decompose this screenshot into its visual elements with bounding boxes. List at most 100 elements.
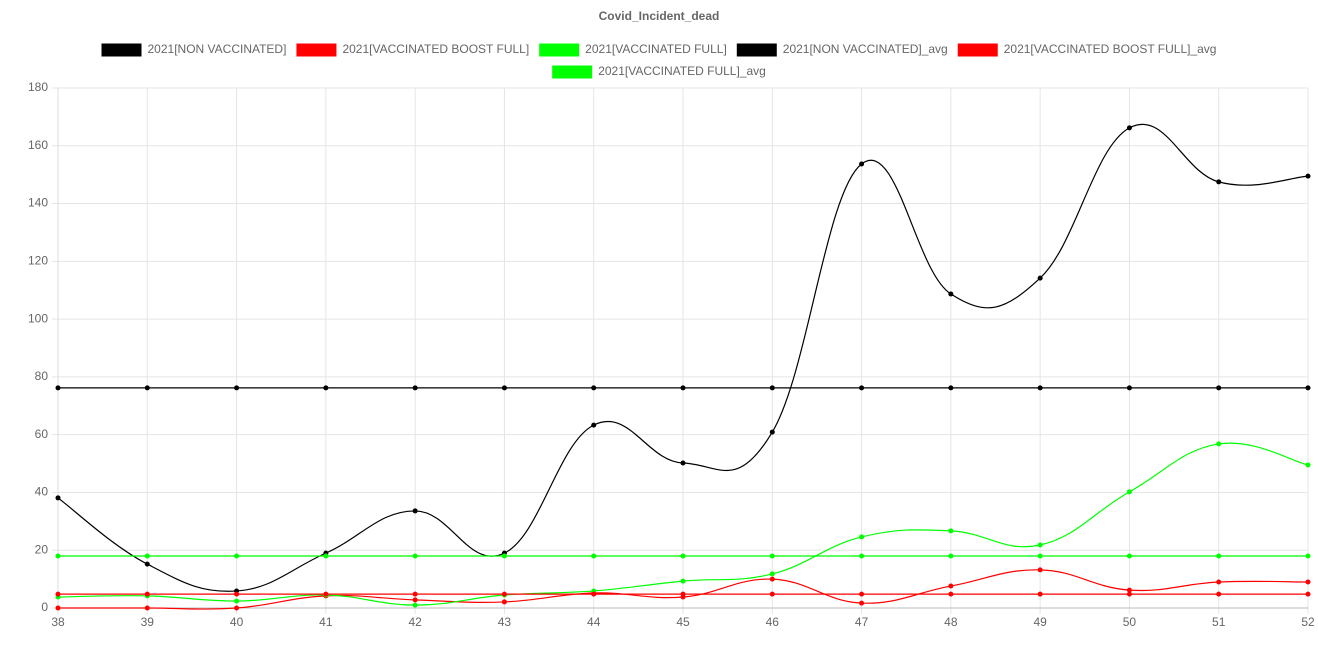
data-point	[412, 597, 418, 603]
data-point	[680, 578, 686, 584]
data-point	[769, 429, 775, 435]
data-point	[1216, 441, 1222, 447]
data-point	[1216, 385, 1222, 391]
data-point	[859, 600, 865, 606]
data-point	[1305, 462, 1311, 468]
data-point	[144, 605, 150, 611]
data-point	[55, 605, 61, 611]
data-point	[1037, 567, 1043, 573]
data-point	[769, 385, 775, 391]
legend-label: 2021[VACCINATED BOOST FULL]_avg	[1004, 42, 1217, 56]
x-tick-label: 40	[230, 615, 244, 629]
data-point	[1305, 591, 1311, 597]
legend-item: 2021[VACCINATED BOOST FULL]_avg	[957, 42, 1217, 57]
data-point	[323, 553, 329, 559]
data-point	[948, 553, 954, 559]
x-tick-label: 39	[141, 615, 155, 629]
x-tick-label: 48	[944, 615, 958, 629]
legend-swatch	[552, 65, 593, 79]
data-point	[1126, 591, 1132, 597]
data-point	[501, 599, 507, 605]
legend-label: 2021[VACCINATED BOOST FULL]	[342, 42, 529, 56]
data-point	[412, 591, 418, 597]
data-point	[769, 553, 775, 559]
data-point	[55, 553, 61, 559]
legend-swatch	[539, 43, 580, 57]
y-tick-label: 80	[35, 369, 49, 383]
y-tick-label: 160	[28, 138, 48, 152]
data-point	[144, 553, 150, 559]
data-point	[1037, 275, 1043, 281]
data-point	[591, 385, 597, 391]
data-point	[1037, 591, 1043, 597]
y-tick-label: 100	[28, 311, 48, 325]
x-tick-label: 42	[408, 615, 422, 629]
legend-item: 2021[VACCINATED FULL]_avg	[552, 64, 766, 79]
data-point	[1216, 553, 1222, 559]
data-point	[680, 385, 686, 391]
data-point	[859, 534, 865, 540]
data-point	[1305, 553, 1311, 559]
data-point	[1126, 587, 1132, 593]
data-point	[234, 553, 240, 559]
legend-label: 2021[VACCINATED FULL]	[585, 42, 727, 56]
x-tick-label: 46	[766, 615, 780, 629]
x-tick-label: 38	[51, 615, 65, 629]
data-point	[591, 553, 597, 559]
data-point	[323, 385, 329, 391]
y-tick-label: 120	[28, 254, 48, 268]
data-point	[1216, 579, 1222, 585]
x-tick-label: 47	[855, 615, 869, 629]
data-point	[412, 602, 418, 608]
data-point	[1126, 385, 1132, 391]
data-point	[501, 591, 507, 597]
y-tick-label: 20	[35, 542, 49, 556]
data-point	[234, 385, 240, 391]
data-point	[1037, 385, 1043, 391]
data-point	[859, 161, 865, 167]
legend-label: 2021[NON VACCINATED]	[148, 42, 287, 56]
chart-title: Covid_Incident_dead	[599, 9, 720, 23]
data-point	[948, 583, 954, 589]
data-point	[591, 422, 597, 428]
legend-item: 2021[VACCINATED FULL]	[539, 42, 727, 57]
data-point	[948, 385, 954, 391]
data-point	[769, 576, 775, 582]
data-point	[144, 385, 150, 391]
legend-item: 2021[VACCINATED BOOST FULL]	[296, 42, 529, 57]
data-point	[1216, 179, 1222, 185]
data-point	[55, 385, 61, 391]
data-point	[144, 561, 150, 567]
legend-swatch	[957, 43, 998, 57]
data-point	[1305, 579, 1311, 585]
data-point	[1037, 542, 1043, 548]
data-point	[412, 508, 418, 514]
x-tick-label: 45	[676, 615, 690, 629]
data-point	[1126, 125, 1132, 131]
legend-item: 2021[NON VACCINATED]	[101, 42, 287, 57]
data-point	[412, 385, 418, 391]
legend-label: 2021[VACCINATED FULL]_avg	[598, 64, 766, 78]
legend-swatch	[736, 43, 777, 57]
data-point	[680, 553, 686, 559]
data-point	[234, 598, 240, 604]
data-point	[55, 495, 61, 501]
data-point	[144, 591, 150, 597]
x-tick-label: 52	[1301, 615, 1315, 629]
data-point	[769, 591, 775, 597]
data-point	[234, 591, 240, 597]
data-point	[948, 591, 954, 597]
y-tick-label: 140	[28, 196, 48, 210]
data-point	[1037, 553, 1043, 559]
data-point	[55, 591, 61, 597]
data-point	[859, 385, 865, 391]
data-point	[501, 385, 507, 391]
data-point	[1216, 591, 1222, 597]
legend-swatch	[296, 43, 337, 57]
data-point	[948, 528, 954, 534]
x-tick-label: 50	[1123, 615, 1137, 629]
data-point	[859, 553, 865, 559]
y-tick-label: 180	[28, 80, 48, 94]
data-point	[234, 605, 240, 611]
